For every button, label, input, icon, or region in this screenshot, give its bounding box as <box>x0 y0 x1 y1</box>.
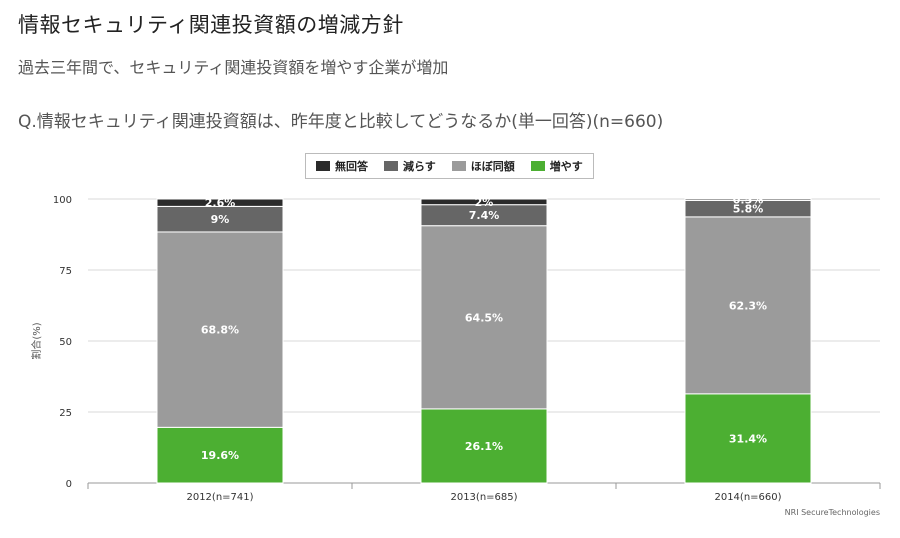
y-axis-label: 割合(%) <box>30 322 43 359</box>
legend-swatch-same <box>451 161 466 171</box>
legend-swatch-no-answer <box>316 161 330 171</box>
source-credit: NRI SecureTechnologies <box>784 508 880 517</box>
bar-segment-0-1 <box>420 408 548 484</box>
data-label-2-0: 9% <box>211 213 230 226</box>
data-label-1-1: 64.5% <box>465 311 503 324</box>
bar-segment-1-2 <box>684 216 812 395</box>
data-label-0-2: 31.4% <box>729 432 767 445</box>
legend-item-decrease: 減らす <box>384 158 436 174</box>
y-tick-label-25: 25 <box>59 408 72 419</box>
y-tick-label-0: 0 <box>66 479 72 490</box>
y-tick-label-100: 100 <box>53 195 72 206</box>
bar-segment-3-2 <box>684 198 812 201</box>
bar-segment-0-2 <box>684 393 812 484</box>
x-tick-label-1: 2013(n=685) <box>450 492 517 503</box>
bar-segment-3-0 <box>156 198 284 207</box>
data-label-3-1: 2% <box>475 196 494 209</box>
bar-segment-2-0 <box>156 205 284 233</box>
legend-item-no-answer: 無回答 <box>316 158 368 174</box>
data-label-0-1: 26.1% <box>465 440 503 453</box>
chart-title: 情報セキュリティ関連投資額の増減方針 <box>18 13 404 37</box>
chart-subtitle: 過去三年間で、セキュリティ関連投資額を増やす企業が増加 <box>18 58 449 77</box>
legend-label-same: ほぼ同額 <box>470 160 515 173</box>
data-label-2-1: 7.4% <box>469 209 500 222</box>
legend-label-increase: 増やす <box>549 160 583 173</box>
data-label-3-0: 2.6% <box>205 197 236 210</box>
data-label-1-0: 68.8% <box>201 324 239 337</box>
legend-label-decrease: 減らす <box>403 160 436 173</box>
x-tick-label-0: 2012(n=741) <box>186 492 253 503</box>
legend-item-same: ほぼ同額 <box>451 158 515 174</box>
bar-segment-1-0 <box>156 231 284 428</box>
data-label-1-2: 62.3% <box>729 299 767 312</box>
y-tick-label-50: 50 <box>59 337 72 348</box>
y-tick-label-75: 75 <box>59 266 72 277</box>
chart-legend: 無回答 減らす ほぼ同額 増やす <box>305 153 594 179</box>
bar-segment-0-0 <box>156 426 284 484</box>
legend-swatch-decrease <box>384 161 398 171</box>
data-label-0-0: 19.6% <box>201 449 239 462</box>
data-label-2-2: 5.8% <box>733 203 764 216</box>
legend-swatch-increase <box>530 161 545 171</box>
survey-question: Q.情報セキュリティ関連投資額は、昨年度と比較してどうなるか(単一回答)(n=6… <box>18 112 664 132</box>
x-tick-label-2: 2014(n=660) <box>714 492 781 503</box>
data-label-3-2: 0.5% <box>733 194 764 207</box>
legend-label-no-answer: 無回答 <box>335 160 368 173</box>
bar-segment-1-1 <box>420 225 548 410</box>
legend-item-increase: 増やす <box>530 158 583 174</box>
bar-segment-3-1 <box>420 198 548 206</box>
